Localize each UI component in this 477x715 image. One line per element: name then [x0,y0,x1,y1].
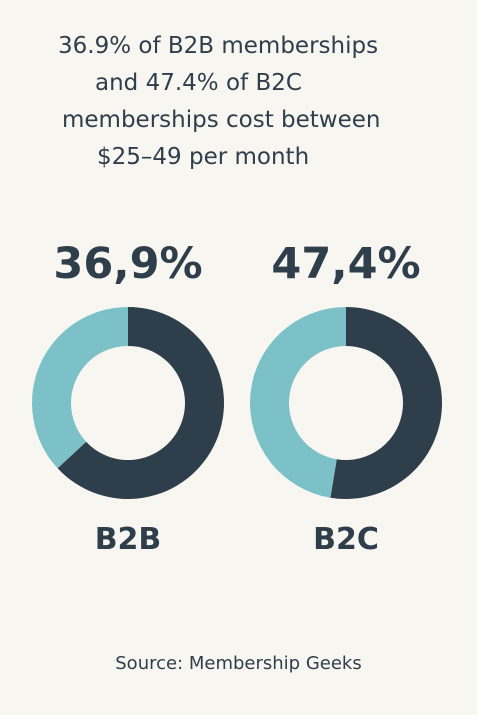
b2c-value-slice [250,307,346,498]
b2b-percent-label: 36,9% [53,239,203,289]
source-note: Source: Membership Geeks [115,653,362,674]
b2c-donut [250,307,442,499]
b2c-chart: 47,4% B2C [246,238,446,558]
b2c-remainder-slice [330,307,442,499]
b2b-chart: 36,9% B2B [28,238,228,558]
b2b-value-slice [32,307,128,469]
title-line-4: $25–49 per month [97,144,310,170]
title-line-1: 36.9% of B2B memberships [58,33,379,59]
b2b-remainder-slice [57,307,224,499]
title-line-2: and 47.4% of B2C [95,70,302,96]
title-line-3: memberships cost between [62,107,381,133]
b2b-category-label: B2B [94,522,162,557]
b2c-category-label: B2C [313,522,379,557]
chart-title: 36.9% of B2B memberships and 47.4% of B2… [0,28,477,176]
b2b-donut [32,307,224,499]
b2c-percent-label: 47,4% [271,239,421,289]
